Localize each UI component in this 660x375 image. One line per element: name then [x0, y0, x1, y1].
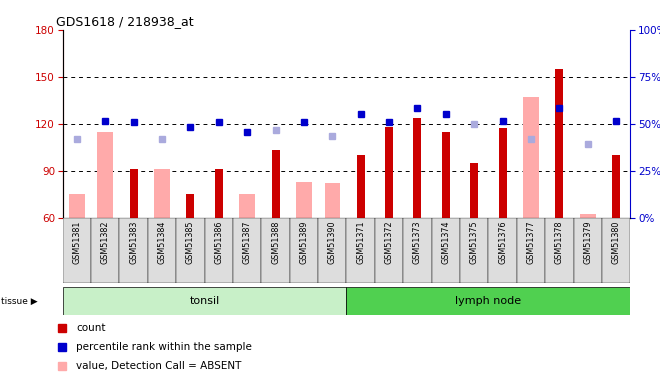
Bar — [98, 132, 113, 218]
Bar — [233, 217, 261, 283]
Text: GSM51372: GSM51372 — [385, 221, 393, 264]
Text: GSM51387: GSM51387 — [243, 221, 251, 264]
Bar — [403, 217, 432, 283]
Text: lymph node: lymph node — [455, 296, 521, 306]
Bar — [460, 217, 488, 283]
Bar — [346, 287, 630, 315]
Text: GDS1618 / 218938_at: GDS1618 / 218938_at — [56, 15, 194, 28]
Bar — [517, 217, 545, 283]
Text: GSM51382: GSM51382 — [101, 221, 110, 264]
Bar — [129, 169, 138, 217]
Text: tonsil: tonsil — [189, 296, 220, 306]
Bar — [346, 217, 375, 283]
Text: GSM51390: GSM51390 — [328, 221, 337, 264]
Bar — [318, 217, 346, 283]
Bar — [63, 217, 91, 283]
Bar — [63, 287, 346, 315]
Text: GSM51374: GSM51374 — [442, 221, 450, 264]
Bar — [271, 150, 280, 217]
Bar — [205, 217, 233, 283]
Bar — [580, 214, 595, 217]
Bar — [154, 169, 170, 217]
Bar — [148, 217, 176, 283]
Bar — [69, 194, 84, 217]
Text: tissue ▶: tissue ▶ — [1, 296, 38, 305]
Text: value, Detection Call = ABSENT: value, Detection Call = ABSENT — [76, 361, 242, 370]
Bar — [356, 155, 365, 218]
Text: GSM51388: GSM51388 — [271, 221, 280, 264]
Bar — [602, 217, 630, 283]
Bar — [523, 97, 539, 218]
Bar — [240, 194, 255, 217]
Bar — [119, 217, 148, 283]
Bar — [413, 117, 422, 218]
Text: count: count — [76, 323, 106, 333]
Text: GSM51379: GSM51379 — [583, 221, 592, 264]
Bar — [176, 217, 205, 283]
Text: GSM51380: GSM51380 — [612, 221, 620, 264]
Bar — [612, 155, 620, 218]
Text: GSM51384: GSM51384 — [158, 221, 166, 264]
Text: GSM51386: GSM51386 — [214, 221, 223, 264]
Text: GSM51389: GSM51389 — [300, 221, 308, 264]
Bar — [325, 183, 340, 218]
Bar — [261, 217, 290, 283]
Bar — [470, 163, 478, 218]
Text: GSM51376: GSM51376 — [498, 221, 507, 264]
Bar — [498, 128, 507, 217]
Text: GSM51377: GSM51377 — [527, 221, 535, 264]
Bar — [545, 217, 574, 283]
Text: GSM51385: GSM51385 — [186, 221, 195, 264]
Bar — [91, 217, 119, 283]
Bar — [488, 217, 517, 283]
Bar — [555, 69, 564, 218]
Text: GSM51378: GSM51378 — [555, 221, 564, 264]
Text: GSM51373: GSM51373 — [413, 221, 422, 264]
Bar — [574, 217, 602, 283]
Bar — [432, 217, 460, 283]
Bar — [214, 169, 223, 217]
Bar — [290, 217, 318, 283]
Text: GSM51371: GSM51371 — [356, 221, 365, 264]
Bar — [442, 132, 450, 218]
Bar — [296, 182, 312, 218]
Bar — [375, 217, 403, 283]
Bar — [186, 194, 195, 217]
Text: GSM51375: GSM51375 — [470, 221, 478, 264]
Bar — [385, 127, 393, 218]
Text: GSM51383: GSM51383 — [129, 221, 138, 264]
Text: percentile rank within the sample: percentile rank within the sample — [76, 342, 252, 352]
Text: GSM51381: GSM51381 — [73, 221, 81, 264]
